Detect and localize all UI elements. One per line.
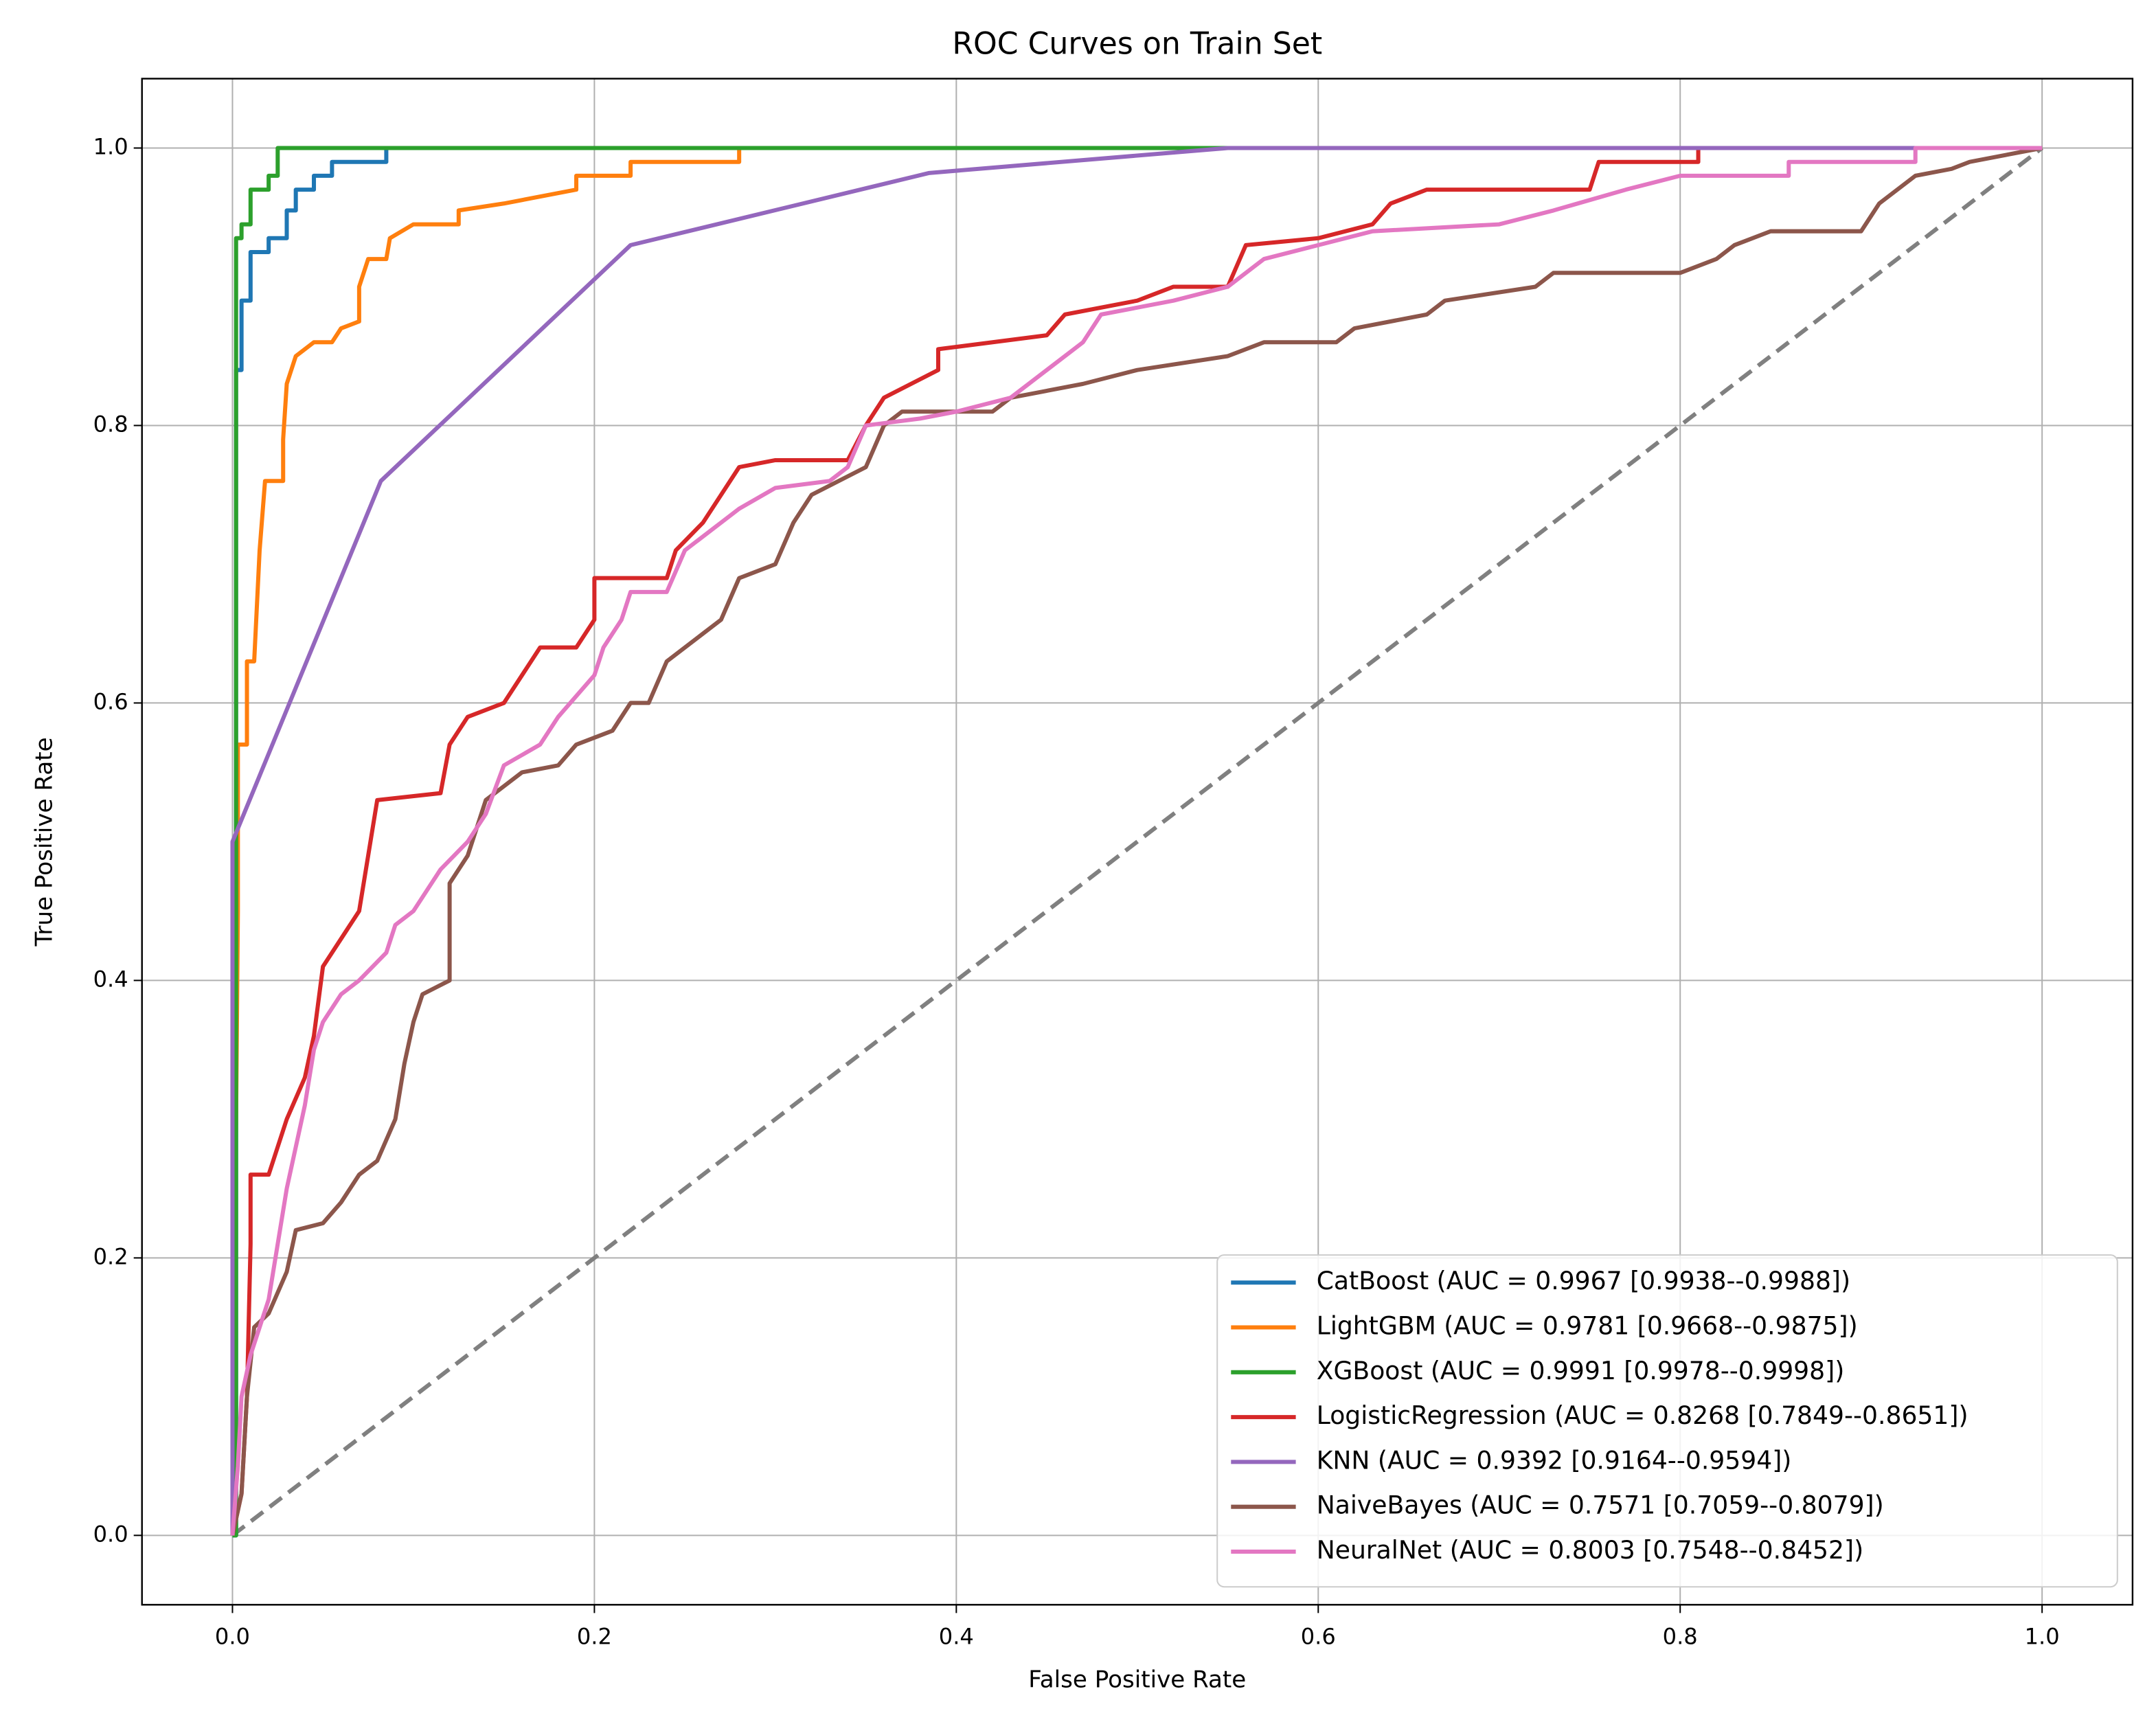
x-tick-label: 0.0 — [215, 1624, 250, 1650]
chart-title: ROC Curves on Train Set — [952, 26, 1322, 61]
y-tick-label: 0.0 — [93, 1521, 128, 1547]
line — [232, 146, 2043, 1538]
legend-label: KNN (AUC = 0.9392 [0.9164--0.9594]) — [1317, 1445, 1792, 1475]
line — [230, 146, 2043, 1536]
line — [230, 146, 2043, 1536]
legend-label: LightGBM (AUC = 0.9781 [0.9668--0.9875]) — [1317, 1311, 1858, 1341]
y-tick-label: 0.2 — [93, 1243, 128, 1269]
reference-line — [231, 146, 2043, 1537]
axes-frame — [141, 78, 2134, 1606]
legend-box — [1216, 1254, 2118, 1588]
line — [230, 146, 2043, 1536]
x-axis-label: False Positive Rate — [1028, 1666, 1246, 1693]
y-tick-label: 0.8 — [93, 411, 128, 437]
x-tick-label: 0.4 — [939, 1624, 974, 1650]
y-tick-label: 1.0 — [93, 133, 128, 159]
y-tick-label: 0.6 — [93, 688, 128, 714]
line — [230, 146, 2043, 1536]
x-tick-label: 0.2 — [577, 1624, 612, 1650]
legend-label: XGBoost (AUC = 0.9991 [0.9978--0.9998]) — [1317, 1356, 1845, 1385]
x-tick-label: 1.0 — [2025, 1624, 2060, 1650]
x-tick-label: 0.8 — [1663, 1624, 1698, 1650]
x-tick-label: 0.6 — [1301, 1624, 1336, 1650]
line — [230, 146, 2043, 1536]
y-axis-label: True Positive Rate — [31, 737, 58, 947]
legend-label: CatBoost (AUC = 0.9967 [0.9938--0.9988]) — [1317, 1266, 1850, 1295]
legend-label: NaiveBayes (AUC = 0.7571 [0.7059--0.8079… — [1317, 1491, 1884, 1520]
line — [232, 146, 2043, 1538]
y-tick-label: 0.4 — [93, 966, 128, 992]
legend-label: LogisticRegression (AUC = 0.8268 [0.7849… — [1317, 1401, 1968, 1430]
legend-label: NeuralNet (AUC = 0.8003 [0.7548--0.8452]… — [1317, 1535, 1863, 1565]
